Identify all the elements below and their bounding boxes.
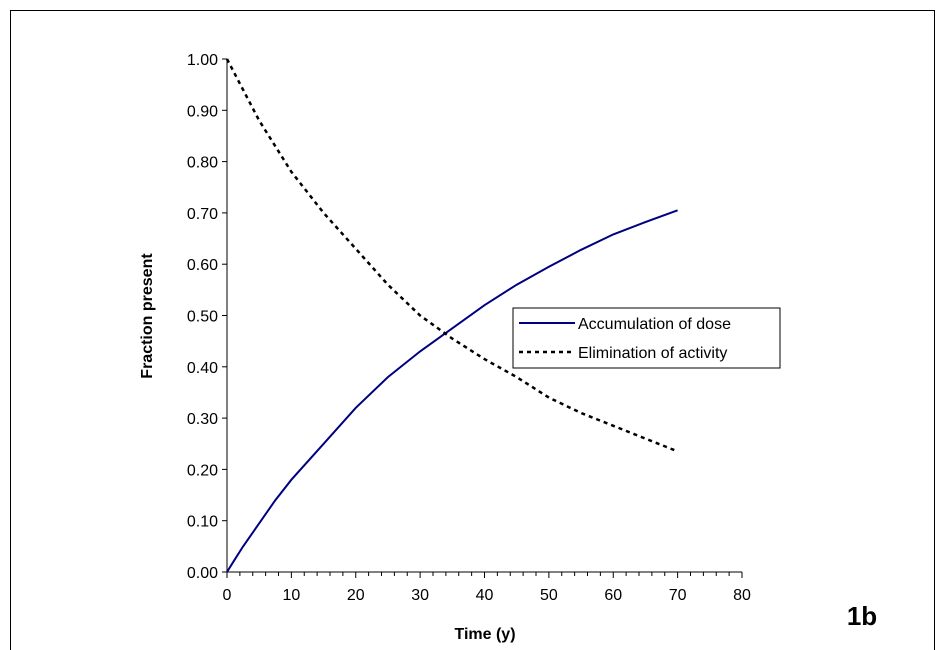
x-tick-label: 70 xyxy=(669,587,687,604)
y-tick-label: 0.90 xyxy=(187,103,218,120)
y-tick-label: 0.40 xyxy=(187,360,218,377)
y-tick-label: 0.70 xyxy=(187,206,218,223)
x-tick-label: 30 xyxy=(411,587,429,604)
x-tick-label: 60 xyxy=(604,587,622,604)
x-axis-title: Time (y) xyxy=(454,626,515,643)
legend: Accumulation of dose Elimination of acti… xyxy=(513,308,780,368)
y-tick-label: 1.00 xyxy=(187,52,218,69)
x-tick-label: 0 xyxy=(223,587,232,604)
x-tick-label: 40 xyxy=(476,587,494,604)
panel-label: 1b xyxy=(847,601,877,631)
legend-label-elimination: Elimination of activity xyxy=(578,345,727,362)
x-tick-label: 10 xyxy=(282,587,300,604)
y-tick-label: 0.20 xyxy=(187,462,218,479)
y-axis-title: Fraction present xyxy=(139,253,156,379)
x-tick-label: 20 xyxy=(347,587,365,604)
x-tick-label: 50 xyxy=(540,587,558,604)
series-line-accumulation xyxy=(227,210,678,572)
y-tick-label: 0.60 xyxy=(187,257,218,274)
y-tick-label: 0.80 xyxy=(187,155,218,172)
y-tick-label: 0.10 xyxy=(187,514,218,531)
y-tick-label: 0.00 xyxy=(187,565,218,582)
series-line-elimination xyxy=(227,59,678,451)
legend-label-accumulation: Accumulation of dose xyxy=(578,316,731,333)
y-tick-label: 0.50 xyxy=(187,309,218,326)
y-tick-label: 0.30 xyxy=(187,411,218,428)
x-tick-label: 80 xyxy=(733,587,751,604)
